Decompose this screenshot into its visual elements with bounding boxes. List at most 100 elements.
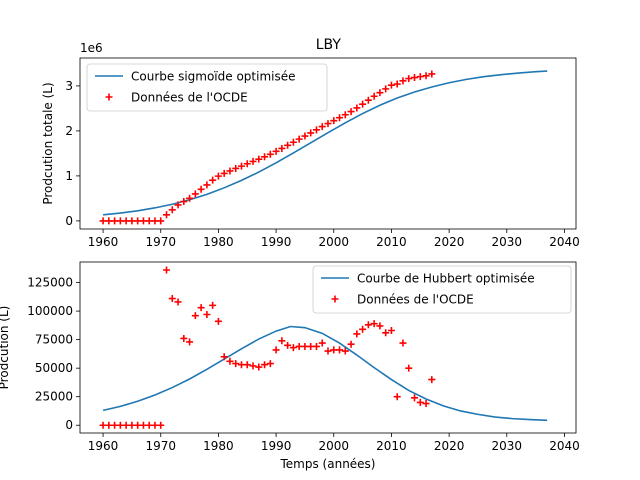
data-point [226, 357, 234, 365]
data-point [428, 70, 436, 78]
data-point [382, 85, 390, 93]
data-point [232, 164, 240, 172]
data-point [186, 338, 194, 346]
y-tick-label: 1 [65, 169, 73, 183]
data-point [243, 361, 251, 369]
legend-box [312, 265, 572, 314]
y-axis-label: Prodcution totale (L) [41, 82, 55, 204]
x-tick-label: 2010 [376, 439, 407, 453]
data-point [209, 301, 217, 309]
data-point [255, 363, 263, 371]
data-point [393, 80, 401, 88]
data-point [197, 304, 205, 312]
data-point [330, 117, 338, 125]
data-point [232, 360, 240, 368]
data-point [353, 330, 361, 338]
data-point [393, 393, 401, 401]
data-point [237, 162, 245, 170]
data-point [214, 317, 222, 325]
subplot-1: 1960 1970 1980 1990 2000 2010 2020 2030 2040 0 1 2 3… [41, 41, 580, 249]
data-point [203, 181, 211, 189]
x-tick-label: 1980 [203, 235, 234, 249]
data-point [289, 344, 297, 352]
y-tick-label: 100000 [27, 304, 73, 318]
data-point [399, 339, 407, 347]
y-axis-label: Prodcution (L) [0, 306, 11, 390]
data-point [180, 334, 188, 342]
data-point [191, 312, 199, 320]
data-point [336, 346, 344, 354]
data-point [422, 72, 430, 80]
y-tick-label: 125000 [27, 276, 73, 290]
data-point [405, 75, 413, 83]
data-point [272, 346, 280, 354]
x-axis-label: Temps (années) [280, 457, 376, 471]
data-point [428, 376, 436, 384]
data-point [266, 150, 274, 158]
data-point [405, 364, 413, 372]
subplots: 1960 1970 1980 1990 2000 2010 2020 2030 2040 0 1 2 3… [0, 41, 580, 471]
x-tick-label: 1960 [88, 439, 119, 453]
data-point [387, 81, 395, 89]
legend-label: Courbe sigmoïde optimisée [131, 70, 296, 84]
x-tick-label: 2000 [318, 439, 349, 453]
x-tick-label: 2010 [376, 235, 407, 249]
data-point [411, 74, 419, 82]
data-point [163, 211, 171, 219]
data-point [341, 347, 349, 355]
x-tick-label: 2020 [434, 235, 465, 249]
data-point [301, 132, 309, 140]
data-point [209, 176, 217, 184]
data-point [312, 342, 320, 350]
series-line [102, 325, 548, 422]
legend: Courbe de Hubbert optimisée Données de l'… [312, 265, 572, 314]
subplot-2: 1960 1970 1980 1990 2000 2010 2020 2030 2040 0 250… [0, 261, 580, 471]
data-point [416, 73, 424, 81]
data-point [157, 421, 165, 429]
y-tick-label: 50000 [35, 361, 73, 375]
data-point [174, 298, 182, 306]
data-point [416, 398, 424, 406]
data-point [266, 360, 274, 368]
data-point [284, 341, 292, 349]
data-point [364, 96, 372, 104]
legend: Courbe sigmoïde optimisée Données de l'OC… [86, 63, 328, 112]
data-point [312, 126, 320, 134]
data-point [261, 153, 269, 161]
data-point [255, 155, 263, 163]
data-point [353, 104, 361, 112]
x-tick-label: 1970 [145, 439, 176, 453]
data-point [370, 92, 378, 100]
y-tick-label: 0 [65, 418, 73, 432]
data-point [191, 190, 199, 198]
data-point [249, 157, 257, 165]
data-point [284, 141, 292, 149]
x-tick-label: 2020 [434, 439, 465, 453]
legend-label: Données de l'OCDE [131, 91, 248, 105]
y-offset-text: 1e6 [80, 41, 103, 55]
data-point [376, 322, 384, 330]
legend-marker-swatch [105, 93, 113, 101]
data-point [261, 361, 269, 369]
data-point [347, 340, 355, 348]
axes-frame [79, 261, 577, 434]
x-tick-label: 1990 [261, 439, 292, 453]
data-point [359, 325, 367, 333]
figure-title: LBY [316, 37, 342, 53]
data-point [249, 362, 257, 370]
legend-marker-swatch [331, 295, 339, 303]
axes-frame [79, 57, 577, 230]
data-point [214, 172, 222, 180]
x-tick-label: 2030 [492, 439, 523, 453]
data-point [376, 89, 384, 97]
data-point [370, 320, 378, 328]
data-point [289, 138, 297, 146]
data-point [318, 339, 326, 347]
data-point [180, 198, 188, 206]
data-point [163, 266, 171, 274]
data-point [278, 144, 286, 152]
data-point [168, 206, 176, 214]
x-tick-label: 1960 [88, 235, 119, 249]
data-point [336, 114, 344, 122]
